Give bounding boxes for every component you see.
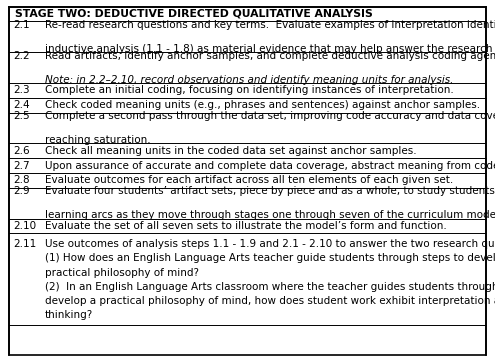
Text: 2.3: 2.3 [13,85,30,96]
Text: 2.7: 2.7 [13,160,30,171]
Text: STAGE TWO: DEDUCTIVE DIRECTED QUALITATIVE ANALYSIS: STAGE TWO: DEDUCTIVE DIRECTED QUALITATIV… [15,9,373,19]
Text: 2.6: 2.6 [13,146,30,156]
Text: reaching saturation.: reaching saturation. [45,135,150,146]
Text: 2.9: 2.9 [13,186,30,196]
Text: 2.5: 2.5 [13,111,30,121]
Text: Complete an initial coding, focusing on identifying instances of interpretation.: Complete an initial coding, focusing on … [45,85,453,96]
Text: Note: in 2.2–2.10, record observations and identify meaning units for analysis.: Note: in 2.2–2.10, record observations a… [45,75,453,85]
Text: (1) How does an English Language Arts teacher guide students through steps to de: (1) How does an English Language Arts te… [45,253,495,264]
Text: 2.1: 2.1 [13,20,30,30]
Text: Read artifacts, identify anchor samples, and complete deductive analysis coding : Read artifacts, identify anchor samples,… [45,51,495,61]
Text: Evaluate outcomes for each artifact across all ten elements of each given set.: Evaluate outcomes for each artifact acro… [45,175,453,185]
Text: 2.2: 2.2 [13,51,30,61]
Text: Use outcomes of analysis steps 1.1 - 1.9 and 2.1 - 2.10 to answer the two resear: Use outcomes of analysis steps 1.1 - 1.9… [45,239,495,249]
Text: Evaluate four students’ artifact sets, piece by piece and as a whole, to study s: Evaluate four students’ artifact sets, p… [45,186,495,196]
Text: Re-read research questions and key terms.  Evaluate examples of interpretation i: Re-read research questions and key terms… [45,20,495,30]
Text: 2.8: 2.8 [13,175,30,185]
Text: 2.11: 2.11 [13,239,36,249]
Text: (2)  In an English Language Arts classroom where the teacher guides students thr: (2) In an English Language Arts classroo… [45,282,495,292]
Text: 2.10: 2.10 [13,221,36,231]
Text: Upon assurance of accurate and complete data coverage, abstract meaning from cod: Upon assurance of accurate and complete … [45,160,495,171]
Text: develop a practical philosophy of mind, how does student work exhibit interpreta: develop a practical philosophy of mind, … [45,296,495,306]
Text: Evaluate the set of all seven sets to illustrate the model’s form and function.: Evaluate the set of all seven sets to il… [45,221,446,231]
Text: Check all meaning units in the coded data set against anchor samples.: Check all meaning units in the coded dat… [45,146,416,156]
Text: Check coded meaning units (e.g., phrases and sentences) against anchor samples.: Check coded meaning units (e.g., phrases… [45,100,480,110]
Text: Complete a second pass through the data set, improving code accuracy and data co: Complete a second pass through the data … [45,111,495,121]
Text: thinking?: thinking? [45,311,93,320]
Text: learning arcs as they move through stages one through seven of the curriculum mo: learning arcs as they move through stage… [45,210,495,220]
Text: practical philosophy of mind?: practical philosophy of mind? [45,268,198,278]
Text: inductive analysis (1.1 - 1.8) as material evidence that may help answer the res: inductive analysis (1.1 - 1.8) as materi… [45,44,495,54]
Text: 2.4: 2.4 [13,100,30,110]
